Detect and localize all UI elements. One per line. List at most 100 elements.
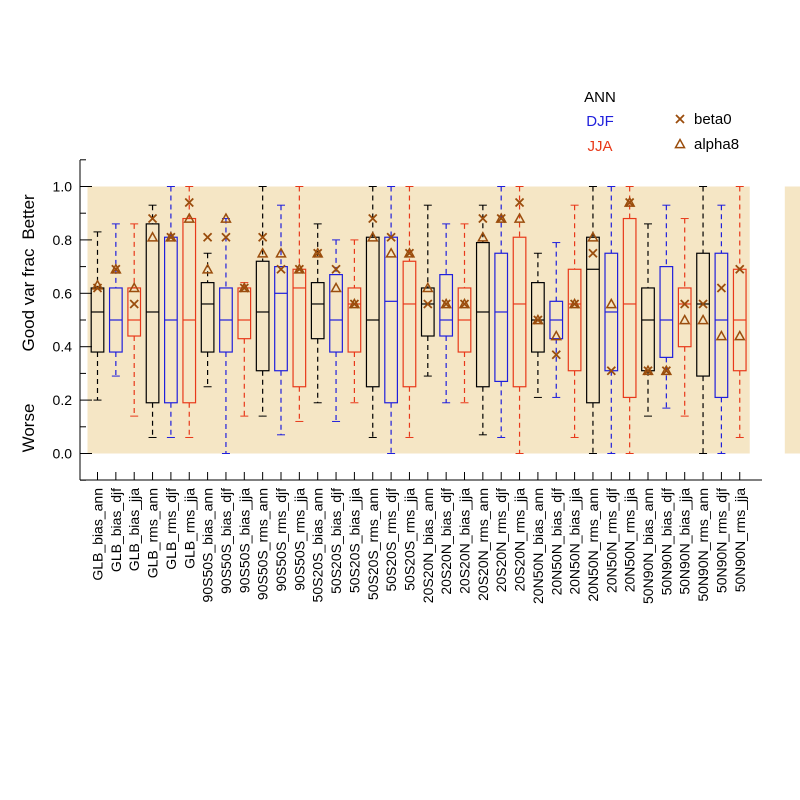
beta0-marker	[184, 197, 194, 208]
box-iqr	[347, 287, 362, 353]
box-50N90N_bias_djf: 50N90N_bias_djf	[658, 204, 674, 596]
alpha8-marker	[275, 247, 287, 258]
alpha8-marker	[733, 329, 746, 341]
alpha8-marker	[293, 263, 306, 274]
box-50N90N_bias_ann: 50N90N_bias_ann	[640, 223, 656, 604]
box-iqr	[200, 282, 215, 353]
x-tick-label: 50N90N_rms_ann	[695, 488, 711, 602]
box-50N90N_bias_jja: 50N90N_bias_jja	[677, 218, 693, 595]
alpha8-marker	[348, 297, 361, 309]
box-50S20S_rms_ann: 50S20S_rms_ann	[365, 186, 381, 600]
beta0-marker	[294, 264, 304, 274]
box-iqr	[439, 274, 454, 337]
box-iqr	[530, 282, 545, 353]
box-90S50S_rms_djf: 90S50S_rms_djf	[273, 204, 289, 592]
x-tick-label: 50N90N_bias_djf	[658, 488, 674, 596]
box-iqr	[622, 217, 637, 399]
beta0-marker	[239, 283, 249, 293]
alpha8-marker	[385, 247, 397, 258]
beta0-marker	[349, 299, 360, 309]
box-GLB_rms_djf: GLB_rms_djf	[163, 186, 179, 570]
box-90S50S_bias_djf: 90S50S_bias_djf	[218, 212, 234, 594]
beta0-marker	[716, 283, 727, 293]
alpha8-marker	[550, 329, 563, 341]
x-tick-label: 20N50N_bias_djf	[548, 488, 564, 596]
alpha8-marker	[366, 231, 379, 242]
beta0-marker	[625, 197, 635, 208]
box-50S20S_bias_ann: 50S20S_bias_ann	[310, 223, 326, 602]
box-50S20S_rms_jja: 50S20S_rms_jja	[401, 186, 417, 591]
box-50S20S_bias_jja: 50S20S_bias_jja	[346, 239, 362, 593]
beta0-marker	[404, 248, 415, 258]
box-20N50N_bias_jja: 20N50N_bias_jja	[567, 204, 583, 595]
beta0-marker	[331, 264, 341, 274]
box-iqr	[475, 241, 490, 388]
box-GLB_rms_ann: GLB_rms_ann	[145, 204, 161, 578]
box-50N90N_rms_ann: 50N90N_rms_ann	[695, 186, 711, 602]
shaded-regions	[87, 186, 800, 454]
x-tick-label: 50N90N_rms_jja	[732, 488, 748, 592]
y-axis-worse-label: Worse	[19, 404, 38, 453]
alpha8-marker	[532, 313, 544, 325]
x-tick-label: 90S50S_rms_ann	[255, 488, 271, 600]
box-iqr	[255, 260, 270, 372]
x-tick-label: 50N90N_rms_djf	[713, 488, 729, 593]
axes: 0.0 0.2 0.4 0.6 0.8 1.0	[53, 159, 762, 481]
box-20S20N_rms_jja: 20S20N_rms_jja	[512, 186, 528, 592]
beta0-marker	[478, 213, 488, 224]
legend-season-jja: JJA	[587, 138, 612, 155]
x-tick-label: 20S20N_rms_jja	[512, 488, 528, 592]
y-tick-label: 0.2	[53, 392, 73, 408]
beta0-marker	[680, 299, 690, 309]
box-iqr	[402, 260, 417, 388]
beta0-marker	[459, 299, 470, 309]
box-20N50N_rms_jja: 20N50N_rms_jja	[622, 186, 638, 592]
beta0-marker	[423, 299, 433, 309]
box-20S20N_rms_djf: 20S20N_rms_djf	[493, 186, 509, 592]
legend-season-ann: ANN	[584, 89, 616, 106]
beta0-marker	[569, 299, 580, 309]
x-tick-label: 20S20N_bias_ann	[420, 488, 436, 603]
box-90S50S_bias_ann: 90S50S_bias_ann	[200, 232, 216, 602]
beta0-marker	[588, 248, 598, 258]
beta0-marker	[111, 264, 121, 274]
beta0-marker	[386, 232, 396, 242]
x-tick-label: 50S20S_rms_ann	[365, 488, 381, 600]
alpha8-marker	[642, 364, 654, 376]
box-iqr	[145, 223, 160, 404]
beta0-marker	[368, 213, 378, 224]
alpha8-marker	[110, 263, 122, 274]
alpha8-marker	[477, 231, 489, 242]
alpha8-marker	[128, 281, 140, 293]
x-tick-label: GLB_rms_jja	[181, 488, 197, 569]
x-tick-label: GLB_bias_jja	[126, 488, 142, 571]
alpha8-marker	[660, 364, 673, 376]
box-20S20N_bias_ann: 20S20N_bias_ann	[420, 204, 436, 603]
alpha8-marker	[605, 297, 618, 309]
alpha8-marker	[678, 313, 691, 325]
y-tick-label: 0.4	[53, 339, 73, 355]
y-tick-label: 0.6	[53, 285, 73, 301]
beta0-marker	[514, 197, 525, 208]
box-iqr	[182, 217, 197, 404]
x-tick-label: 20N50N_bias_ann	[530, 488, 546, 604]
beta0-marker	[202, 232, 213, 242]
beta0-marker	[129, 299, 139, 309]
alpha8-marker	[330, 281, 342, 293]
beta0-marker	[258, 232, 268, 242]
box-20S20N_rms_ann: 20S20N_rms_ann	[475, 204, 491, 601]
x-tick-label: 50N90N_bias_ann	[640, 488, 656, 604]
x-tick-label: 50N90N_bias_jja	[677, 488, 693, 595]
x-tick-label: 20N50N_rms_jja	[622, 488, 638, 592]
box-20N50N_rms_djf: 20N50N_rms_djf	[603, 186, 619, 593]
x-tick-label: 50S20S_rms_djf	[383, 488, 399, 592]
box-iqr	[329, 274, 343, 353]
alpha8-marker	[513, 212, 526, 223]
x-tick-label: 20N50N_rms_ann	[585, 488, 601, 602]
x-tick-label: 20N50N_bias_jja	[567, 488, 583, 595]
box-iqr	[567, 268, 582, 372]
x-tick-label: 90S50S_bias_djf	[218, 488, 234, 594]
alpha8-marker	[495, 212, 507, 223]
beta0-marker	[643, 366, 653, 376]
legend-season-djf: DJF	[586, 113, 614, 130]
